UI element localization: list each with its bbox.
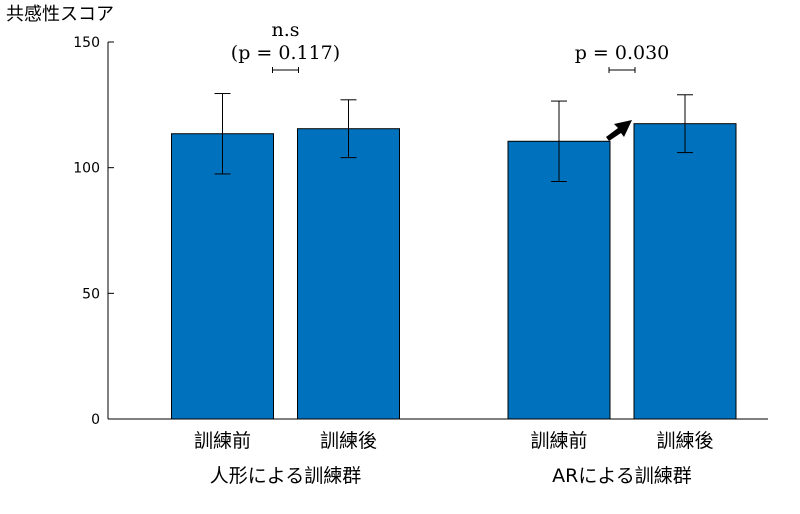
bar bbox=[171, 133, 274, 420]
significance-annotation: n.s bbox=[271, 19, 299, 41]
increase-arrow-icon bbox=[606, 120, 632, 141]
group-label: 人形による訓練群 bbox=[210, 465, 361, 487]
bar bbox=[507, 140, 611, 420]
y-tick-label: 0 bbox=[91, 412, 100, 428]
significance-annotation: p = 0.030 bbox=[575, 42, 670, 64]
bar bbox=[633, 123, 737, 420]
bars bbox=[171, 123, 737, 420]
y-tick-label: 150 bbox=[73, 35, 100, 51]
error-bars bbox=[214, 93, 693, 182]
x-tick-label: 訓練後 bbox=[656, 430, 713, 452]
y-tick-label: 50 bbox=[82, 286, 100, 302]
x-tick-label: 訓練前 bbox=[530, 430, 587, 452]
bar bbox=[297, 128, 400, 420]
significance-annotation: (p = 0.117) bbox=[231, 42, 340, 64]
y-tick-label: 100 bbox=[73, 161, 100, 177]
x-tick-label: 訓練前 bbox=[194, 430, 251, 452]
x-tick-label: 訓練後 bbox=[320, 430, 377, 452]
group-label: ARによる訓練群 bbox=[552, 465, 692, 487]
y-axis-label: 共感性スコア bbox=[6, 4, 114, 25]
